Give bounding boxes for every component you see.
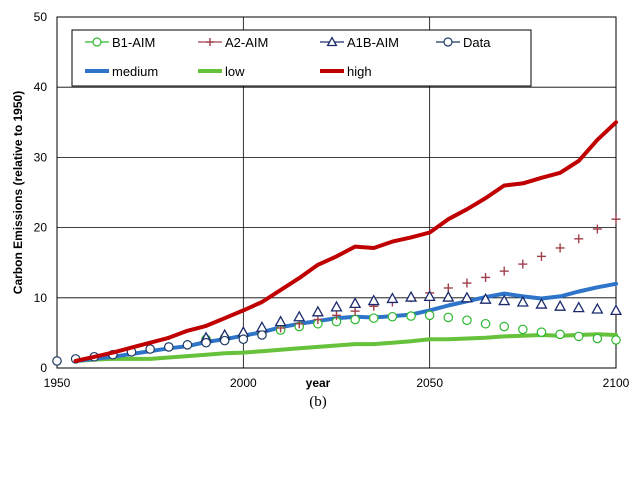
legend: B1-AIM A2-AIM A1B-AIM Data medium low high — [71, 29, 532, 87]
data-point — [535, 297, 548, 309]
data-point — [219, 335, 230, 346]
y-tick-label: 20 — [34, 221, 48, 235]
legend-label: A1B-AIM — [347, 35, 399, 50]
data-point — [404, 290, 418, 302]
legend-swatch-marker — [206, 38, 214, 46]
legend-item-data: Data — [436, 35, 491, 50]
data-point — [368, 313, 379, 323]
data-point — [481, 272, 491, 282]
data-point — [591, 302, 604, 314]
series-layer — [52, 120, 623, 366]
legend-swatch-marker — [443, 37, 453, 47]
data-point — [330, 300, 343, 312]
legend-item-b1-aim: B1-AIM — [85, 35, 155, 50]
data-point — [480, 318, 491, 329]
data-point — [349, 297, 362, 309]
data-point — [313, 315, 323, 325]
legend-label: B1-AIM — [112, 35, 155, 50]
data-point — [257, 330, 267, 340]
figure-caption: (b) — [309, 394, 327, 410]
data-point — [443, 312, 454, 323]
data-point — [52, 356, 62, 366]
data-point — [424, 310, 435, 321]
data-point — [386, 292, 399, 304]
series-line — [73, 332, 618, 363]
series-line — [73, 120, 618, 363]
legend-item-low: low — [198, 64, 245, 79]
y-tick-label: 50 — [34, 10, 48, 24]
data-point — [293, 310, 306, 322]
data-point — [332, 310, 341, 320]
data-point — [311, 305, 324, 317]
data-point — [611, 214, 621, 224]
data-point — [518, 324, 528, 335]
legend-item-high: high — [320, 64, 372, 79]
y-tick-label: 10 — [34, 291, 48, 305]
data-point — [350, 306, 360, 316]
y-tick-label: 40 — [34, 80, 48, 94]
data-point — [201, 337, 211, 348]
series-low — [73, 332, 618, 363]
series-data — [52, 330, 267, 366]
x-tick-label: 2050 — [416, 376, 443, 390]
data-point — [573, 331, 584, 342]
data-point — [536, 251, 546, 261]
data-point — [182, 340, 193, 350]
tick-labels: 0 10 20 30 40 50 1950 2000 2050 2100 — [34, 10, 630, 390]
legend-swatch-marker — [92, 37, 102, 47]
data-point — [164, 342, 174, 352]
data-point — [462, 278, 472, 288]
data-point — [592, 224, 602, 234]
x-tick-label: 1950 — [44, 376, 71, 390]
legend-item-a2-aim: A2-AIM — [198, 35, 268, 50]
data-point — [387, 311, 398, 322]
data-point — [145, 344, 155, 354]
data-point — [350, 314, 360, 325]
legend-item-medium: medium — [85, 64, 158, 79]
data-point — [611, 335, 621, 345]
data-point — [609, 304, 623, 316]
y-axis-title: Carbon Emissions (relative to 1950) — [11, 91, 25, 294]
data-point — [499, 321, 509, 332]
data-point — [574, 234, 584, 244]
x-tick-label: 2100 — [603, 376, 630, 390]
data-point — [442, 290, 455, 302]
data-point — [518, 259, 528, 269]
series-a1b-aim — [200, 290, 623, 343]
data-point — [554, 299, 567, 311]
legend-item-a1b-aim: A1B-AIM — [320, 35, 399, 50]
data-point — [406, 311, 416, 321]
data-point — [498, 294, 511, 306]
legend-label: A2-AIM — [225, 35, 268, 50]
x-axis-title: year — [306, 376, 331, 390]
data-point — [572, 301, 585, 313]
data-point — [460, 291, 473, 303]
data-point — [274, 315, 287, 327]
data-point — [499, 266, 509, 276]
data-point — [555, 243, 565, 253]
legend-label: low — [225, 64, 245, 79]
legend-label: medium — [112, 64, 158, 79]
data-point — [516, 295, 529, 307]
legend-swatch-marker — [326, 36, 338, 47]
legend-box — [71, 29, 532, 87]
data-point — [479, 292, 492, 304]
y-tick-label: 30 — [34, 150, 48, 164]
data-point — [555, 329, 565, 340]
data-point — [536, 327, 547, 337]
data-point — [592, 333, 603, 344]
data-point — [423, 290, 436, 302]
data-point — [462, 315, 472, 326]
y-tick-label: 0 — [40, 361, 47, 375]
plot-frame — [56, 16, 617, 369]
legend-label: Data — [463, 35, 491, 50]
data-point — [238, 334, 249, 345]
x-tick-label: 2000 — [230, 376, 257, 390]
legend-label: high — [347, 64, 372, 79]
series-high — [73, 120, 618, 363]
data-point — [367, 294, 380, 306]
